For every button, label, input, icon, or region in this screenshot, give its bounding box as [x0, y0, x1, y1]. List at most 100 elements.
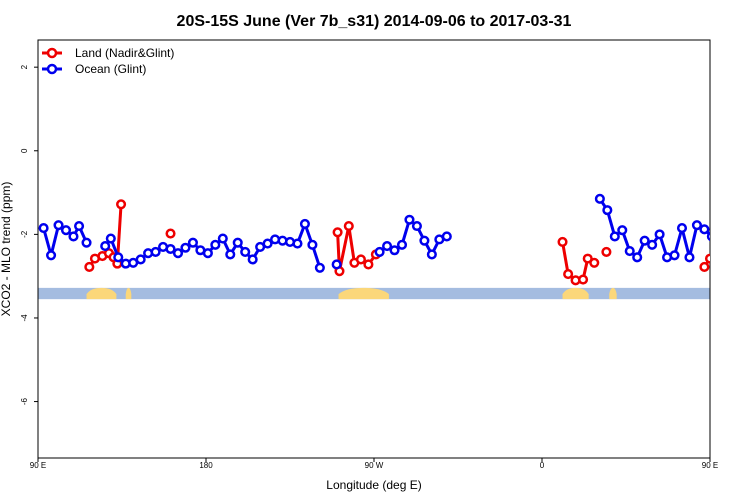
- data-point: [46, 250, 57, 261]
- y-axis-title: XCO2 - MLO trend (ppm): [0, 182, 13, 317]
- data-point: [187, 237, 198, 248]
- data-point: [247, 254, 258, 265]
- data-point: [150, 246, 161, 257]
- legend-land-label: Land (Nadir&Glint): [75, 46, 174, 60]
- data-point: [589, 257, 600, 268]
- data-point: [100, 241, 111, 252]
- x-tick-label: 90 E: [702, 461, 718, 470]
- data-point: [699, 261, 710, 273]
- data-point: [411, 220, 422, 232]
- series-line: [723, 239, 750, 263]
- land-series: [84, 199, 737, 286]
- data-point: [314, 262, 325, 273]
- series-layer: [38, 193, 750, 286]
- data-point: [419, 235, 430, 246]
- data-point: [232, 237, 243, 248]
- data-point: [723, 239, 731, 247]
- land-region: [562, 287, 589, 300]
- data-point: [725, 236, 733, 244]
- legend-ocean-label: Ocean (Glint): [75, 62, 146, 76]
- data-point: [609, 231, 620, 242]
- data-point: [60, 225, 72, 236]
- data-point: [719, 251, 727, 259]
- data-point: [730, 254, 738, 262]
- data-point: [557, 236, 568, 247]
- chart-title: 20S-15S June (Ver 7b_s31) 2014-09-06 to …: [177, 13, 572, 30]
- data-point: [74, 220, 85, 232]
- legend-ocean-marker: [46, 63, 58, 75]
- land-region: [125, 287, 132, 300]
- surface-type-strip: [38, 287, 710, 300]
- data-point: [726, 258, 734, 266]
- data-point: [332, 227, 343, 238]
- data-point: [172, 248, 184, 259]
- data-point: [669, 250, 680, 261]
- data-point: [738, 260, 746, 268]
- data-point: [210, 239, 221, 250]
- data-point: [624, 246, 635, 257]
- data-point: [396, 239, 408, 250]
- legend: Land (Nadir&Glint) Ocean (Glint): [42, 46, 174, 76]
- x-axis-title: Longitude (deg E): [326, 478, 421, 492]
- data-point: [202, 248, 213, 259]
- y-tick-label: -4: [20, 314, 29, 322]
- data-point: [563, 269, 574, 280]
- data-point: [165, 243, 176, 255]
- data-point: [426, 249, 437, 260]
- data-point: [729, 200, 737, 208]
- data-point: [292, 238, 303, 249]
- data-point: [617, 225, 628, 236]
- data-point: [38, 223, 49, 234]
- data-point: [719, 245, 727, 253]
- data-point: [632, 252, 643, 263]
- y-tick-label: -2: [20, 230, 29, 238]
- data-point: [165, 228, 176, 239]
- data-point: [716, 224, 724, 232]
- data-point: [225, 249, 236, 260]
- x-tick-label: 180: [199, 461, 213, 470]
- data-point: [262, 238, 273, 249]
- land-region: [86, 287, 117, 300]
- data-point: [654, 229, 665, 240]
- y-tick-label: 0: [20, 148, 29, 153]
- data-point: [331, 259, 342, 270]
- data-point: [594, 193, 605, 204]
- legend-land-marker: [46, 47, 58, 59]
- data-point: [374, 246, 385, 257]
- data-point: [404, 214, 415, 225]
- data-point: [84, 261, 95, 273]
- data-point: [676, 223, 688, 234]
- data-point: [343, 220, 354, 232]
- data-point: [53, 220, 64, 231]
- data-point: [441, 231, 452, 242]
- data-point: [135, 254, 146, 265]
- data-point: [639, 235, 650, 246]
- x-tick-label: 0: [540, 461, 545, 470]
- data-point: [699, 224, 710, 235]
- data-point: [745, 259, 750, 267]
- x-axis: 90 E 180 90 W 0 90 E: [30, 458, 718, 470]
- data-point: [382, 241, 393, 252]
- data-point: [714, 252, 722, 260]
- x-tick-label: 90 W: [365, 461, 384, 470]
- land-region: [338, 287, 389, 300]
- data-point: [684, 252, 695, 263]
- data-point: [116, 199, 127, 210]
- data-point: [299, 218, 310, 229]
- data-point: [81, 237, 92, 248]
- data-point: [601, 246, 612, 257]
- ocean-series: [38, 193, 750, 273]
- data-point: [704, 253, 710, 264]
- data-point: [105, 233, 116, 244]
- y-tick-label: -6: [20, 397, 29, 405]
- data-point: [647, 239, 658, 250]
- land-region: [609, 287, 617, 300]
- data-point: [691, 220, 702, 231]
- y-tick-label: 2: [20, 64, 29, 69]
- x-tick-label: 90 E: [30, 461, 46, 470]
- data-point: [389, 245, 400, 256]
- data-point: [307, 239, 318, 250]
- data-point: [68, 231, 79, 242]
- data-point: [113, 252, 124, 263]
